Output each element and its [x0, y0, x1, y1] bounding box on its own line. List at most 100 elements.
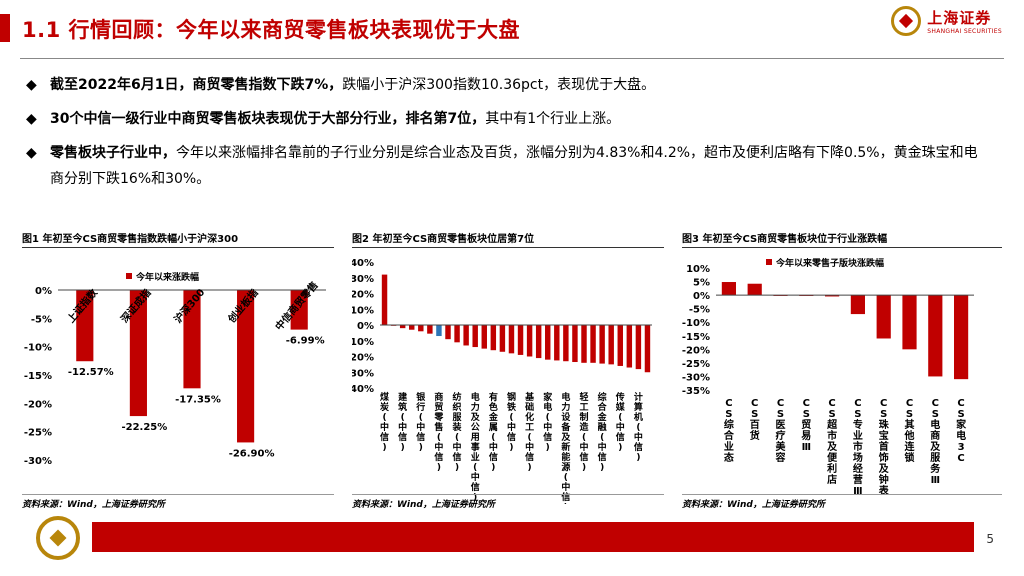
x-tick-label: 轻工制造(中信) — [579, 391, 589, 473]
y-tick-label: -30% — [682, 372, 710, 383]
bar — [381, 274, 388, 325]
bar — [590, 325, 596, 363]
chart-1: 图1 年初至今CS商贸零售指数跌幅小于沪深300 0% -5% -10% -15% -2… — [22, 230, 334, 508]
y-tick-label: 0% — [693, 291, 710, 302]
bar — [635, 325, 642, 370]
chart-3-svg: 10% 5% 0% -5% -10% -15% -20% -25% -30% -35% 今年以来零售… — [682, 257, 974, 497]
data-label: -26.90% — [229, 448, 275, 459]
bar — [499, 325, 506, 352]
x-tick-label: 综合金融(中信) — [597, 391, 608, 473]
x-tick-label: 煤炭(中信) — [380, 391, 389, 453]
x-tick-label: 建筑(中信) — [398, 391, 408, 453]
chart-1-svg: 0% -5% -10% -15% -20% -25% -30% 今年以来涨跌幅 -12.57% -… — [24, 271, 326, 467]
chart-2-source-rule — [352, 494, 664, 495]
bar — [427, 325, 433, 334]
bullet-3-bold: 零售板块子行业中， — [50, 145, 176, 161]
y-tick-label: -15% — [24, 371, 52, 382]
bar — [626, 325, 633, 368]
bullet-2-bold: 30个中信一级行业中商贸零售板块表现优于大部分行业，排名第7位， — [50, 111, 486, 127]
bar — [517, 325, 524, 355]
x-tick-label: 银行(中信) — [415, 391, 426, 453]
bar — [850, 295, 865, 315]
chart-3-title-rule — [682, 247, 1002, 248]
page-title: 1.1 行情回顾：今年以来商贸零售板块表现优于大盘 — [22, 18, 521, 42]
diamond-bullet-icon: ◆ — [26, 111, 37, 127]
legend-swatch — [766, 259, 772, 265]
data-label: -12.57% — [68, 367, 114, 378]
data-label: -17.35% — [175, 394, 221, 405]
bullet-1-bold: 截至2022年6月1日，商贸零售指数下跌7%， — [50, 77, 343, 93]
bar — [76, 290, 94, 362]
bar — [617, 325, 623, 366]
y-tick-label: 40% — [352, 258, 374, 269]
data-label: -6.99% — [286, 336, 325, 347]
bar — [608, 325, 614, 365]
x-tick-label: C S 家电 3 C — [956, 398, 967, 464]
bar — [472, 325, 478, 348]
bar — [599, 325, 605, 364]
bar — [399, 325, 406, 329]
chart-3-source-rule — [682, 494, 1002, 495]
y-tick-label: -10% — [24, 343, 52, 354]
y-tick-label: -30% — [24, 456, 52, 467]
bar — [463, 325, 469, 346]
chart-3-title: 图3 年初至今CS商贸零售板块位于行业涨跌幅 — [682, 234, 888, 245]
bar — [418, 325, 424, 332]
x-tick-label: 传媒(中信) — [615, 391, 626, 453]
data-label: -22.25% — [121, 422, 167, 433]
brand-logo-icon — [891, 6, 922, 36]
bar — [481, 325, 487, 349]
chart-3: 图3 年初至今CS商贸零售板块位于行业涨跌幅 10% 5% 0% -5% -10% -15… — [682, 230, 1002, 508]
y-tick-label: 5% — [693, 278, 710, 289]
y-tick-label: -30% — [352, 368, 374, 379]
x-tick-label: C S 贸易 Ⅲ — [801, 398, 811, 453]
x-tick-label: 商贸零售(中信) — [433, 391, 444, 473]
bullet-2: ◆ 30个中信一级行业中商贸零售板块表现优于大部分行业，排名第7位，其中有1个行业… — [26, 106, 986, 132]
x-tick-label: 家电(中信) — [543, 391, 553, 453]
y-tick-label: -5% — [689, 305, 710, 316]
bar — [572, 325, 578, 363]
bar — [954, 295, 969, 380]
y-tick-label: -25% — [682, 359, 710, 370]
bar — [825, 295, 840, 297]
bar — [928, 295, 943, 377]
title-accent-bar — [0, 14, 10, 42]
bar — [545, 325, 551, 360]
x-tick-label: C S 电商及服务 Ⅲ — [930, 398, 941, 486]
bullet-2-text: 其中有1个行业上涨。 — [485, 111, 621, 127]
brand-name-en: SHANGHAI SECURITIES — [927, 28, 1002, 35]
x-tick-label: C S 珠宝首饰及钟表 — [878, 398, 890, 497]
chart-1-source: 资料来源：Wind，上海证券研究所 — [22, 500, 165, 510]
y-tick-label: -20% — [352, 353, 374, 364]
x-tick-label: 有色金属(中信) — [488, 391, 499, 473]
y-tick-label: 0% — [357, 321, 374, 332]
bar — [902, 295, 917, 350]
bar — [721, 282, 736, 296]
bullet-1-text: 跌幅小于沪深300指数10.36pct，表现优于大盘。 — [342, 77, 656, 93]
y-tick-label: -15% — [682, 332, 710, 343]
y-tick-label: 10% — [686, 264, 710, 275]
y-tick-label: -10% — [682, 318, 710, 329]
diamond-bullet-icon: ◆ — [26, 145, 37, 161]
chart-2: 图2 年初至今CS商贸零售板块位居第7位 40% 30% 20% 10% 0% -10% -… — [346, 230, 664, 513]
bar — [237, 290, 255, 443]
bar — [436, 325, 442, 337]
y-tick-label: 0% — [35, 286, 52, 297]
footer-bar — [92, 522, 974, 552]
page-number: 5 — [986, 532, 994, 546]
x-tick-label: C S 超市及便利店 — [826, 398, 838, 486]
bar — [454, 325, 460, 343]
bar — [445, 325, 451, 340]
x-tick-label: 纺织服装(中信) — [452, 391, 463, 473]
diamond-bullet-icon: ◆ — [26, 77, 37, 93]
x-tick-label: C S 医疗美容 — [775, 398, 787, 464]
y-tick-label: -20% — [24, 399, 52, 410]
y-tick-label: -10% — [352, 337, 374, 348]
chart-1-source-rule — [22, 494, 334, 495]
bar — [563, 325, 569, 362]
bar — [409, 325, 415, 330]
y-tick-label: -40% — [352, 384, 374, 395]
legend-swatch — [126, 273, 132, 279]
bar — [490, 325, 497, 351]
chart-2-title: 图2 年初至今CS商贸零售板块位居第7位 — [352, 234, 535, 245]
